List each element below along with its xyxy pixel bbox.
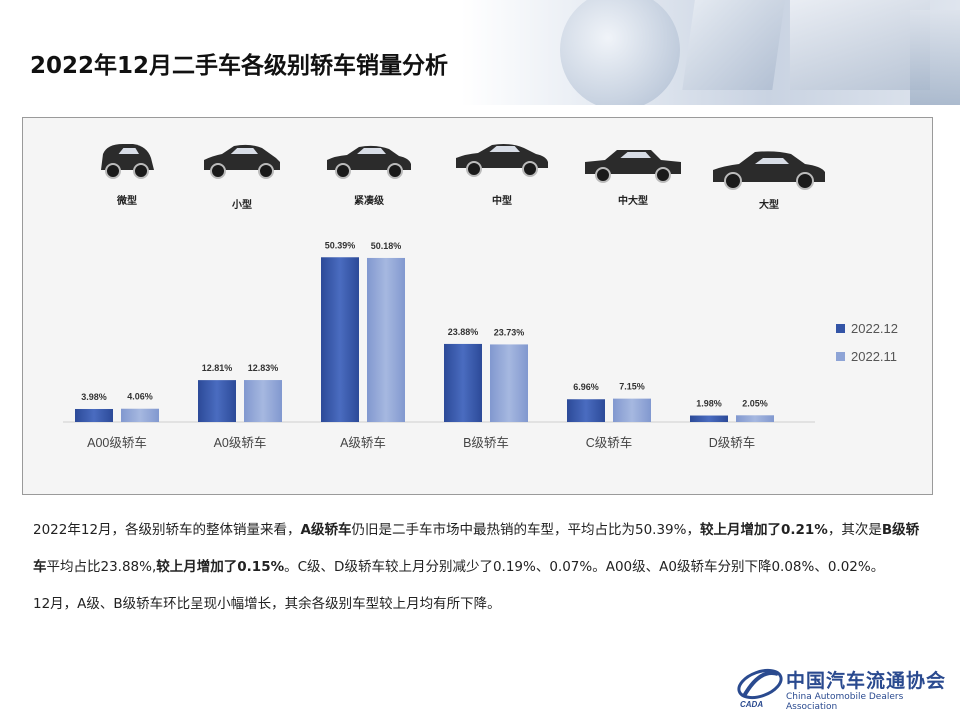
category-label: D级轿车 <box>709 435 756 450</box>
category-label: C级轿车 <box>586 435 633 450</box>
category-label: A级轿车 <box>340 435 386 450</box>
fullsize-sedan-icon <box>713 151 825 189</box>
data-label: 12.81% <box>202 363 233 373</box>
highlight-text: 较上月增加了0.15% <box>156 559 284 575</box>
paragraph-text: 12月，A级、B级轿车环比呈现小幅增长，其余各级别车型较上月均有所下降。 <box>33 596 501 612</box>
highlight-text: 较上月增加了0.21% <box>700 522 828 538</box>
bar <box>75 409 113 422</box>
bar <box>736 415 774 422</box>
paragraph-text: 。C级、D级轿车较上月分别减少了0.19%、0.07%。A00级、A0级轿车分别… <box>284 559 884 575</box>
bar <box>367 258 405 422</box>
page-title: 2022年12月二手车各级别轿车销量分析 <box>30 46 448 80</box>
bar <box>567 399 605 422</box>
midsize-sedan-icon <box>456 144 548 176</box>
data-label: 1.98% <box>696 399 722 409</box>
data-label: 7.15% <box>619 382 645 392</box>
paragraph-text: ，其次是 <box>828 522 882 538</box>
bar-chart: 微型 小型 紧凑级 中型 中大型 大型 3.98% 4.06% A00级轿车 12.81% 12.8… <box>23 118 932 494</box>
header-decoration <box>790 0 930 90</box>
data-label: 6.96% <box>573 382 599 392</box>
car-class-label: 大型 <box>759 198 779 211</box>
paragraph-text: 仍旧是二手车市场中最热销的车型，平均占比为50.39%， <box>352 522 700 538</box>
data-label: 3.98% <box>81 392 107 402</box>
legend-swatch <box>836 352 845 361</box>
logo-name-cn: 中国汽车流通协会 <box>786 666 946 693</box>
bar <box>490 344 528 422</box>
bar <box>121 409 159 422</box>
data-label: 23.73% <box>494 327 525 337</box>
hatchback-icon <box>204 145 280 178</box>
legend-swatch <box>836 324 845 333</box>
bar <box>690 416 728 422</box>
data-label: 4.06% <box>127 392 153 402</box>
category-label: A0级轿车 <box>214 435 267 450</box>
microcar-icon <box>101 144 154 178</box>
header-banner: 2022年12月二手车各级别轿车销量分析 <box>0 0 960 105</box>
logo-name-en: China Automobile Dealers Association <box>786 692 954 712</box>
data-label: 50.18% <box>371 241 402 251</box>
bar <box>198 380 236 422</box>
cada-logo-icon: CADA <box>734 660 784 710</box>
bar <box>244 380 282 422</box>
car-class-label: 紧凑级 <box>354 194 385 207</box>
compact-sedan-icon <box>327 146 411 178</box>
paragraph-text: 平均占比23.88%, <box>47 559 157 575</box>
paragraph-text: 2022年12月，各级别轿车的整体销量来看， <box>33 522 301 538</box>
car-class-label: 中型 <box>492 194 512 207</box>
association-logo: CADA 中国汽车流通协会 China Automobile Dealers A… <box>734 660 954 710</box>
category-label: A00级轿车 <box>87 435 147 450</box>
category-label: B级轿车 <box>463 435 509 450</box>
header-decoration <box>560 0 680 105</box>
car-class-label: 微型 <box>116 194 137 207</box>
highlight-text: A级轿车 <box>301 522 352 538</box>
car-class-label: 小型 <box>231 198 252 211</box>
header-decoration <box>682 0 787 90</box>
analysis-text: 2022年12月，各级别轿车的整体销量来看，A级轿车仍旧是二手车市场中最热销的车… <box>33 512 923 623</box>
legend-label: 2022.11 <box>851 349 897 364</box>
data-label: 50.39% <box>325 240 356 250</box>
data-label: 23.88% <box>448 327 479 337</box>
bar <box>613 399 651 422</box>
analysis-paragraph: 12月，A级、B级轿车环比呈现小幅增长，其余各级别车型较上月均有所下降。 <box>33 586 923 623</box>
analysis-paragraph: 2022年12月，各级别轿车的整体销量来看，A级轿车仍旧是二手车市场中最热销的车… <box>33 512 923 586</box>
data-label: 12.83% <box>248 363 279 373</box>
bar <box>321 257 359 422</box>
large-sedan-icon <box>585 150 681 182</box>
legend-label: 2022.12 <box>851 321 898 336</box>
data-label: 2.05% <box>742 398 768 408</box>
header-decoration <box>910 10 960 105</box>
chart-panel: 微型 小型 紧凑级 中型 中大型 大型 3.98% 4.06% A00级轿车 12.81% 12.8… <box>22 117 933 495</box>
svg-text:CADA: CADA <box>740 700 763 709</box>
car-class-label: 中大型 <box>618 194 648 207</box>
bar <box>444 344 482 422</box>
